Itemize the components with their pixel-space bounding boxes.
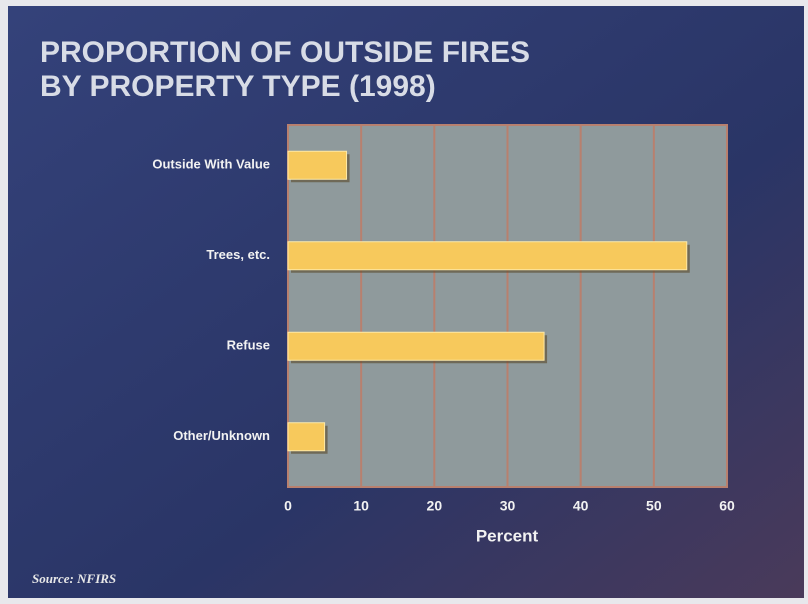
- chart-title: PROPORTION OF OUTSIDE FIRES: [40, 36, 530, 69]
- x-tick-label: 60: [719, 498, 735, 514]
- x-tick-label: 20: [427, 498, 443, 514]
- y-tick-label: Other/Unknown: [173, 428, 270, 443]
- x-tick-label: 0: [284, 498, 292, 514]
- chart-title: BY PROPERTY TYPE (1998): [40, 70, 436, 103]
- x-tick-label: 40: [573, 498, 589, 514]
- y-tick-label: Trees, etc.: [206, 247, 270, 262]
- x-tick-label: 30: [500, 498, 516, 514]
- bar: [287, 331, 545, 361]
- x-tick-label: 50: [646, 498, 662, 514]
- y-tick-label: Outside With Value: [152, 157, 270, 172]
- bar: [287, 422, 326, 452]
- x-tick-label: 10: [353, 498, 369, 514]
- bar: [287, 241, 688, 271]
- y-tick-label: Refuse: [227, 338, 270, 353]
- x-axis-label: Percent: [476, 526, 539, 545]
- source: Source: NFIRS: [32, 571, 116, 586]
- bar: [287, 150, 348, 180]
